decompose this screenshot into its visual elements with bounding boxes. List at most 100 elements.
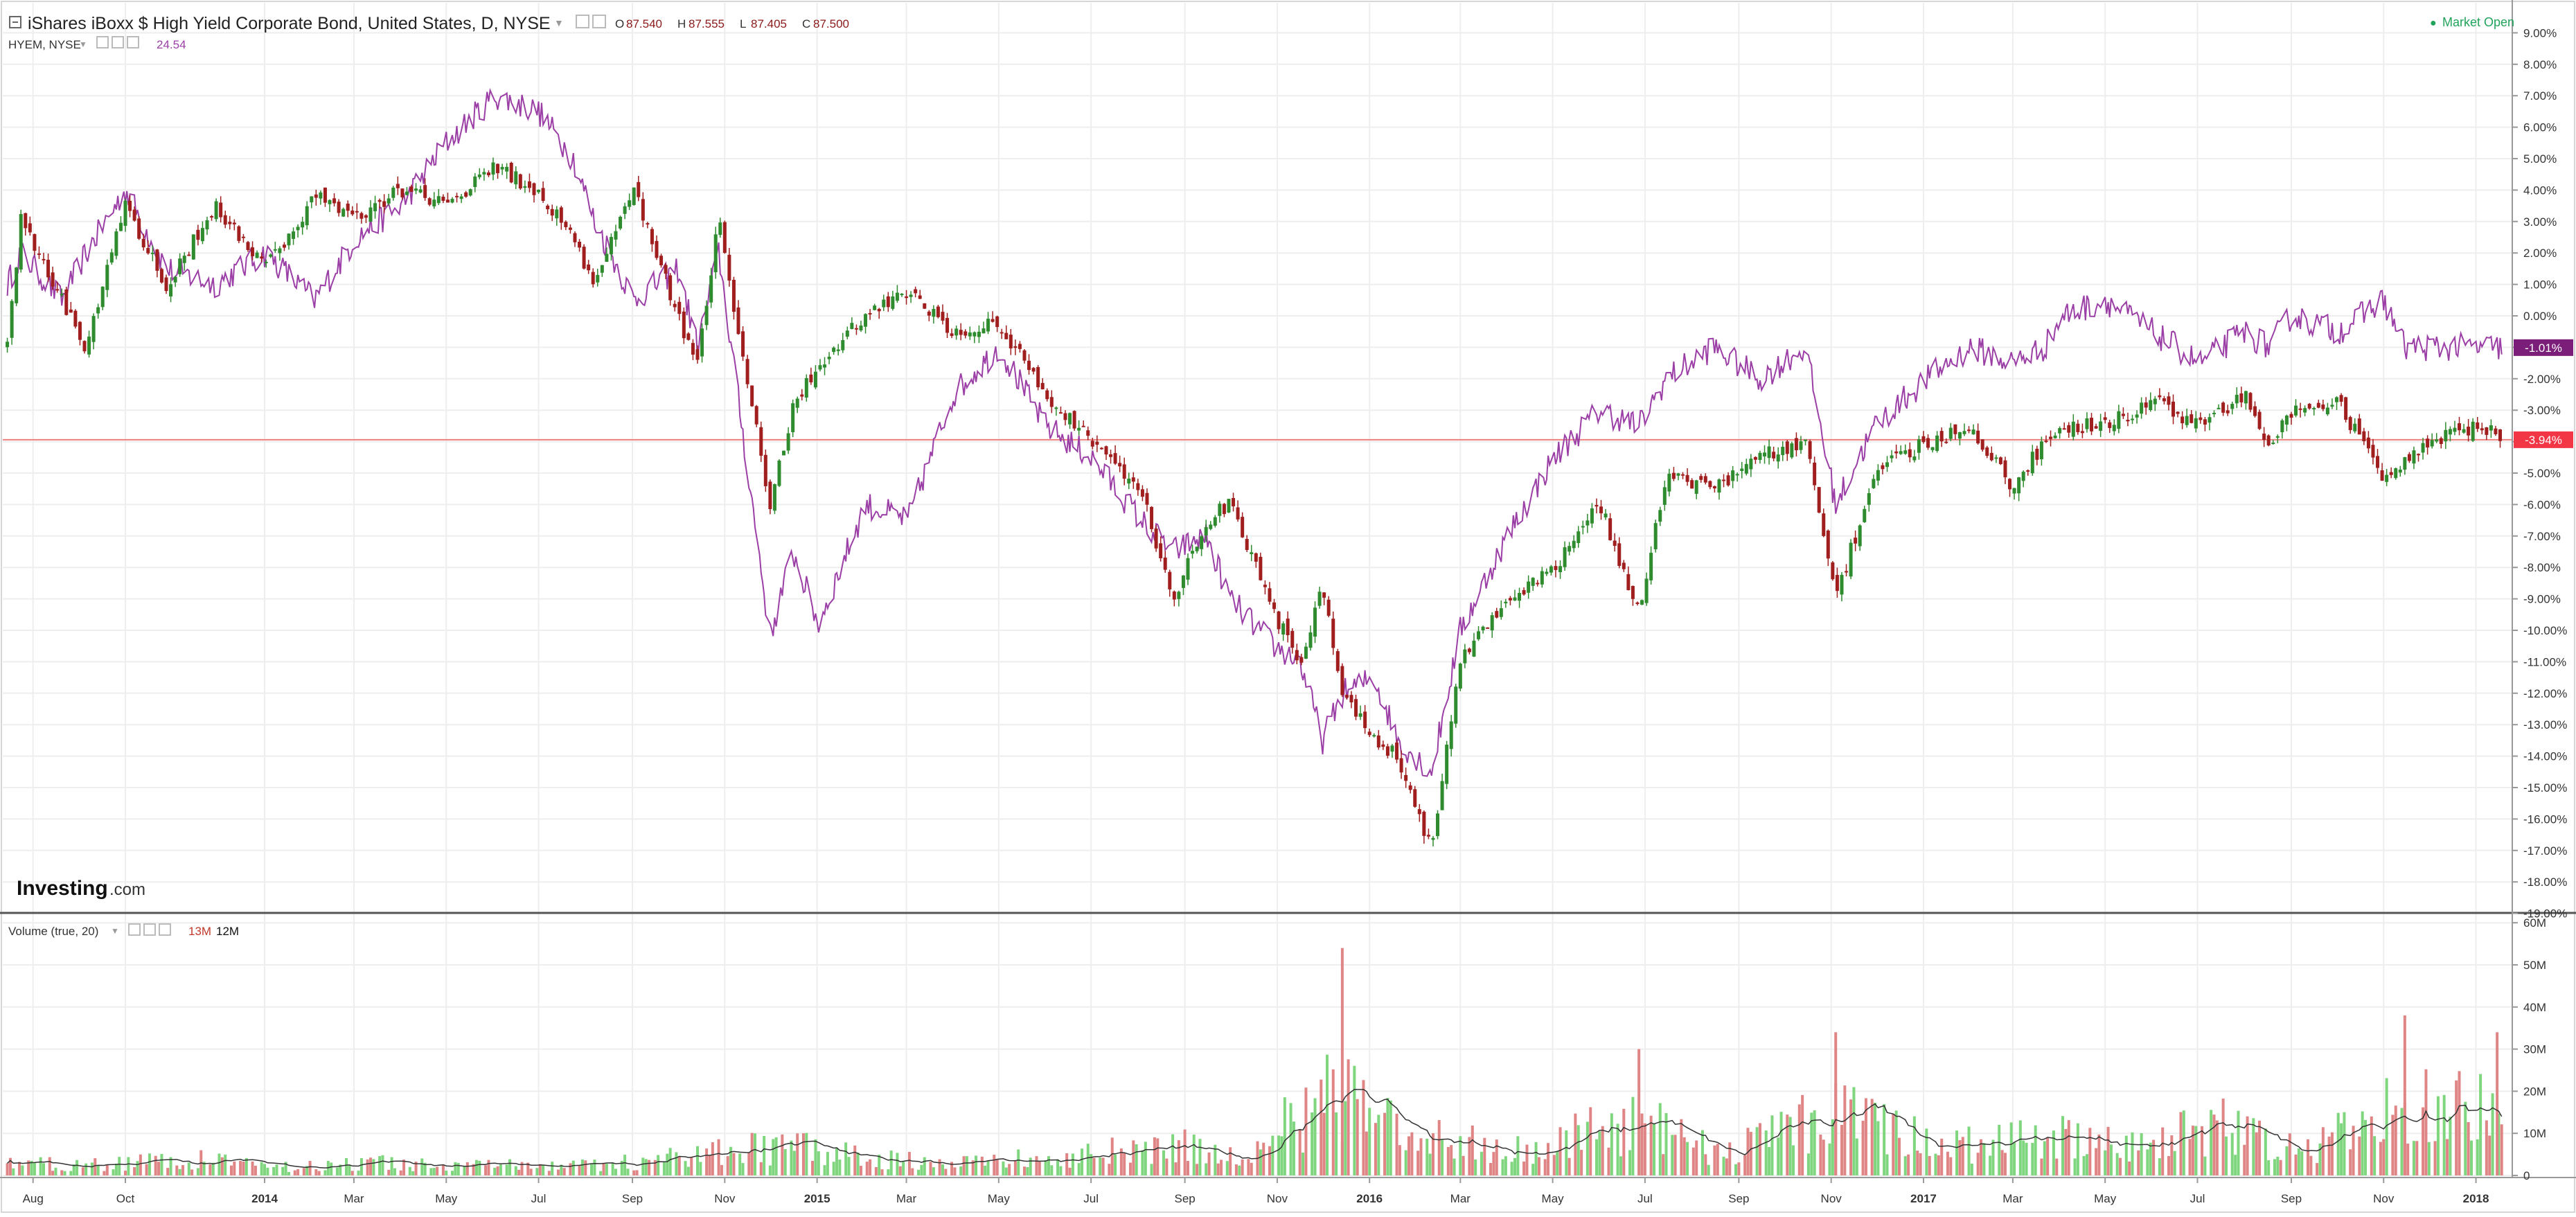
candle-body (2158, 395, 2162, 398)
candle-body (1304, 646, 1308, 659)
hide-icon[interactable] (592, 15, 606, 28)
candle-body (51, 272, 55, 287)
grid (3, 3, 2512, 1176)
candle-body (319, 192, 323, 199)
volume-close-icon[interactable] (159, 923, 171, 936)
title-dropdown-icon[interactable]: ▼ (554, 17, 564, 28)
candle-body (854, 328, 858, 330)
volume-axis[interactable]: 60M 50M 40M 30M 20M 10M 0 (2512, 916, 2546, 1182)
volume-bar (260, 1162, 263, 1175)
volume-bar (1026, 1166, 1029, 1175)
candle-body (1608, 518, 1613, 540)
volume-bar (1976, 1153, 1980, 1175)
volume-bar (296, 1169, 300, 1175)
candle-body (537, 189, 541, 193)
candle-body (1799, 441, 1803, 450)
candle-body (1445, 745, 1449, 784)
volume-bar (429, 1168, 433, 1175)
candle-body (691, 343, 695, 355)
candle-body (763, 454, 767, 486)
candle-body (1595, 505, 1599, 507)
volume-bar (2276, 1156, 2280, 1175)
volume-bar (529, 1169, 533, 1175)
volume-bar (112, 1169, 115, 1175)
time-tick-label: Jul (2190, 1192, 2205, 1205)
candle-body (754, 406, 758, 425)
compare-dropdown-icon[interactable]: ▼ (79, 39, 87, 49)
compare-symbol[interactable]: HYEM, NYSE (8, 38, 81, 51)
settings-icon[interactable] (576, 15, 589, 28)
candle-body (573, 233, 577, 242)
candle-body (1845, 571, 1849, 573)
volume-bar (2336, 1112, 2340, 1175)
candle-body (1735, 474, 1739, 476)
candle-body (2230, 404, 2235, 409)
time-tick-label: Nov (1267, 1192, 1288, 1205)
volume-bars[interactable] (6, 948, 2503, 1175)
volume-bar (547, 1171, 551, 1175)
chart-title[interactable]: iShares iBoxx $ High Yield Corporate Bon… (28, 14, 551, 33)
volume-bar (148, 1153, 151, 1175)
legend-compare[interactable]: HYEM, NYSE ▼ 24.54 (8, 36, 186, 51)
candle-body (1690, 480, 1694, 489)
candle-body (1104, 446, 1108, 455)
volume-bar (1029, 1157, 1032, 1175)
price-axis[interactable]: 9.00% 8.00% 7.00% 6.00% 5.00% 4.00% 3.00% 2.00%… (2512, 26, 2567, 921)
volume-bar (1205, 1163, 1208, 1175)
volume-pane[interactable] (6, 948, 2503, 1175)
time-tick-label: Mar (344, 1192, 364, 1205)
volume-bar (805, 1132, 808, 1175)
volume-bar (2088, 1128, 2092, 1175)
candle-body (1726, 475, 1730, 486)
volume-bar (127, 1157, 130, 1175)
candle-body (1477, 631, 1481, 639)
volume-bar (1658, 1103, 1662, 1175)
volume-bar (2424, 1069, 2428, 1175)
volume-bar (941, 1164, 944, 1175)
volume-bar (1322, 1112, 1326, 1175)
candle-body (273, 249, 277, 251)
volume-bar (463, 1166, 466, 1175)
volume-bar (2446, 1139, 2449, 1175)
volume-bar (1071, 1153, 1074, 1175)
candle-body (2185, 416, 2189, 425)
volume-bar (2031, 1142, 2034, 1175)
volume-bar (1425, 1138, 1429, 1175)
volume-bar (1912, 1116, 1916, 1175)
candle-body (269, 254, 273, 257)
candle-body (605, 254, 609, 263)
volume-bar (599, 1171, 603, 1175)
candle-body (1863, 508, 1867, 522)
candle-body (509, 162, 513, 183)
candle-body (909, 294, 913, 297)
legend-volume[interactable]: Volume (true, 20) ▼ 13M 12M (8, 923, 239, 938)
volume-bar (1700, 1130, 1704, 1175)
volume-bar (580, 1160, 584, 1175)
candle-body (2284, 415, 2289, 425)
time-tick-label: Nov (2373, 1192, 2395, 1205)
price-pane[interactable] (3, 87, 2512, 847)
candle-body (1049, 397, 1054, 407)
candle-body (2135, 414, 2139, 418)
volume-bar (308, 1161, 312, 1175)
candle-body (2026, 470, 2030, 472)
candle-body (1131, 477, 1135, 482)
compare-settings-icon[interactable] (96, 36, 109, 48)
volume-bar (781, 1134, 784, 1175)
volume-bar (281, 1166, 285, 1175)
volume-hide-icon[interactable] (143, 923, 156, 936)
volume-tick-label: 10M (2523, 1127, 2546, 1140)
volume-title[interactable]: Volume (true, 20) (8, 925, 98, 938)
series-line-hyem[interactable] (6, 87, 2503, 777)
compare-close-icon[interactable] (127, 36, 139, 48)
volume-settings-icon[interactable] (128, 923, 141, 936)
volume-bar (1707, 1164, 1710, 1175)
time-axis[interactable]: Aug Oct 2014 Mar May Jul Sep Nov 2015 Mar May Jul Se… (23, 1178, 2489, 1205)
time-tick-label: Sep (2281, 1192, 2302, 1205)
volume-dropdown-icon[interactable]: ▼ (111, 926, 119, 936)
legend-main[interactable]: iShares iBoxx $ High Yield Corporate Bon… (9, 14, 2514, 33)
compare-hide-icon[interactable] (112, 36, 124, 48)
candles-hyg[interactable] (6, 157, 2503, 847)
candle-body (1163, 557, 1167, 570)
